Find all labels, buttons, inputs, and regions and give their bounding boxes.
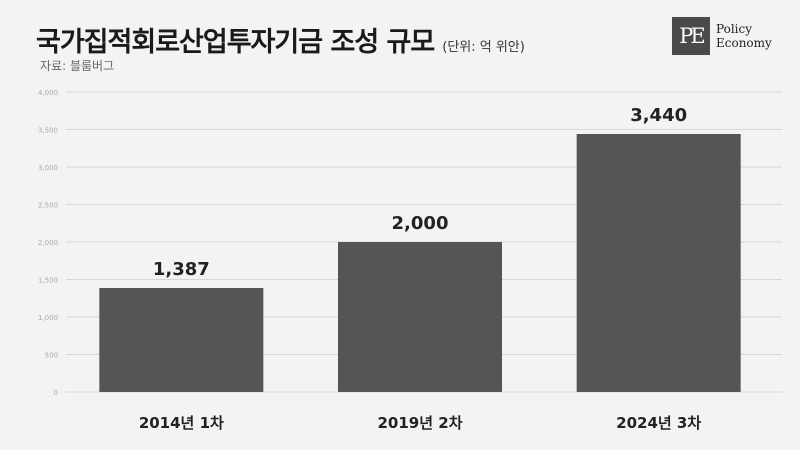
x-tick-label: 2014년 1차 <box>139 414 224 432</box>
y-tick-label: 0 <box>54 389 58 397</box>
data-label: 3,440 <box>630 105 687 126</box>
y-tick-label: 4,000 <box>38 89 58 97</box>
logo-text: Policy Economy <box>716 22 772 50</box>
y-tick-label: 2,000 <box>38 239 58 247</box>
bar <box>99 287 264 392</box>
source-label: 자료: 블룸버그 <box>40 59 115 73</box>
x-tick-label: 2024년 3차 <box>616 414 701 432</box>
logo-line-1: Policy <box>716 22 752 36</box>
logo-line-2: Economy <box>716 36 772 50</box>
pe-logo-icon: PE <box>672 17 710 55</box>
chart-title: 국가집적회로산업투자기금 조성 규모 <box>36 27 435 58</box>
y-tick-label: 3,500 <box>38 127 58 135</box>
policy-economy-logo: PE Policy Economy <box>672 17 772 55</box>
data-label: 2,000 <box>392 213 449 234</box>
y-tick-label: 3,000 <box>38 164 58 172</box>
y-tick-label: 500 <box>45 352 58 360</box>
y-tick-label: 1,500 <box>38 277 58 285</box>
title-row: 국가집적회로산업투자기금 조성 규모 (단위: 억 위안) <box>36 20 525 59</box>
x-tick-label: 2019년 2차 <box>377 414 462 432</box>
bar <box>338 242 502 392</box>
unit-label: (단위: 억 위안) <box>442 40 525 55</box>
bar <box>576 134 741 392</box>
y-tick-label: 1,000 <box>38 314 58 322</box>
y-tick-label: 2,500 <box>38 202 58 210</box>
data-label: 1,387 <box>153 259 210 280</box>
